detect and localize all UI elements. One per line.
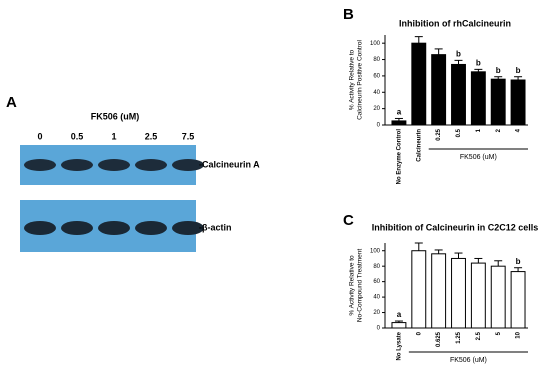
band [98, 159, 130, 171]
y-tick-label: 0 [377, 123, 381, 129]
y-tick-label: 0 [377, 326, 381, 332]
annotation: b [516, 66, 521, 75]
x-tick-label: 2 [496, 128, 502, 132]
lane-label: 0 [37, 131, 42, 141]
band-label: -Calcineurin A [199, 159, 260, 169]
annotation: a [397, 108, 402, 117]
panel-label: C [343, 212, 354, 229]
x-tick-label: No Enzyme Control [397, 129, 403, 185]
band [172, 159, 204, 171]
band [61, 159, 93, 171]
band-label: -β-actin [199, 222, 232, 232]
band [24, 221, 56, 235]
panel-label: A [6, 94, 17, 111]
bar [391, 322, 407, 329]
x-tick-label: 10 [516, 331, 522, 338]
annotation: a [397, 310, 402, 319]
y-tick-label: 100 [370, 41, 381, 47]
bar [490, 265, 506, 329]
annotation: b [456, 49, 461, 58]
lane-label: 2.5 [145, 131, 158, 141]
bar [510, 79, 526, 126]
y-axis-label: % Activity Relative to [349, 255, 356, 316]
chart-title: Inhibition of rhCalcineurin [399, 18, 511, 28]
y-axis-label: No-Compound Treatment [357, 249, 364, 323]
lane-label: 1 [111, 131, 116, 141]
x-tick-label: 0 [416, 331, 422, 335]
y-tick-label: 60 [373, 73, 380, 79]
band [172, 221, 204, 235]
x-tick-label: 1.25 [456, 331, 462, 343]
annotation: b [496, 66, 501, 75]
bar [411, 42, 427, 126]
lane-label: 7.5 [182, 131, 195, 141]
x-tick-label: 0.625 [436, 331, 442, 347]
bar [431, 54, 447, 126]
bar [451, 257, 466, 329]
y-tick-label: 60 [373, 279, 380, 285]
lane-label: 0.5 [71, 131, 84, 141]
band [61, 221, 93, 235]
group-label: FK506 (uM) [450, 357, 487, 364]
bar [490, 78, 506, 126]
y-axis-label: Calcineurin Positive Control [357, 40, 364, 120]
bar [470, 71, 486, 126]
bar [510, 271, 526, 329]
band [135, 221, 167, 235]
band [135, 159, 167, 171]
annotation: b [476, 58, 481, 67]
y-tick-label: 20 [373, 310, 380, 316]
bar [391, 120, 407, 126]
x-tick-label: Calcineurin [416, 129, 422, 162]
y-tick-label: 100 [370, 248, 381, 254]
y-tick-label: 40 [373, 295, 380, 301]
band [24, 159, 56, 171]
bar [411, 250, 427, 329]
group-label: FK506 (uM) [460, 154, 497, 161]
x-tick-label: 2.5 [476, 331, 482, 340]
y-tick-label: 80 [373, 264, 380, 270]
x-tick-label: 4 [516, 128, 522, 132]
x-tick-label: 1 [476, 128, 482, 132]
x-tick-label: 0.5 [456, 128, 462, 137]
annotation: b [516, 257, 521, 266]
x-tick-label: 5 [496, 331, 502, 335]
panel-label: B [343, 6, 354, 23]
chart-title: Inhibition of Calcineurin in C2C12 cells [372, 222, 539, 232]
bar [451, 63, 466, 126]
y-axis-label: % Activity Relative to [349, 49, 356, 110]
x-tick-label: No Lysate [397, 331, 403, 360]
bar [470, 262, 486, 329]
bar [431, 253, 447, 329]
x-tick-label: 0.25 [436, 128, 442, 140]
blot-title: FK506 (uM) [91, 111, 140, 121]
y-tick-label: 20 [373, 106, 380, 112]
y-tick-label: 80 [373, 57, 380, 63]
band [98, 221, 130, 235]
y-tick-label: 40 [373, 90, 380, 96]
